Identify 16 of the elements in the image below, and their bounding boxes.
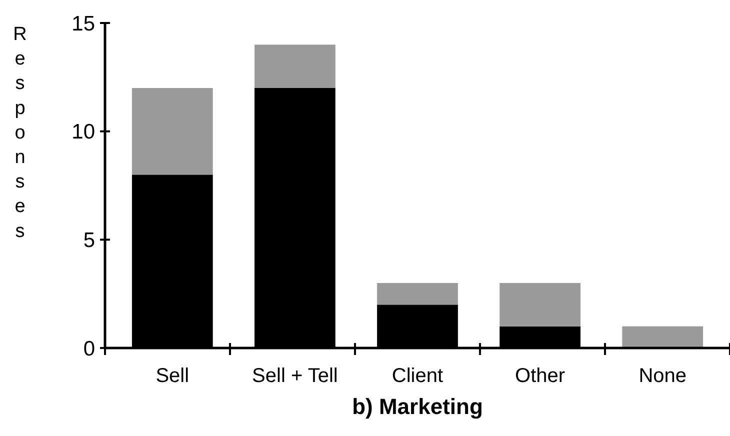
x-tick-label: Client: [392, 365, 444, 387]
y-tick-label: 5: [83, 229, 95, 252]
x-tick-label: Sell + Tell: [252, 365, 338, 387]
y-tick-label: 15: [72, 12, 95, 36]
bar: [377, 283, 458, 305]
y-tick-label: 10: [72, 120, 95, 144]
text: Responses: [13, 24, 27, 242]
y-tick-label: 0: [83, 337, 95, 360]
x-tick-label: None: [638, 365, 687, 387]
bar: [500, 283, 580, 326]
text: b) Marketing: [352, 394, 483, 419]
x-tick-label: Sell: [156, 365, 190, 387]
bar: [622, 326, 704, 348]
bar: [254, 44, 336, 88]
x-tick-label: Other: [515, 365, 566, 387]
bar: [132, 88, 213, 175]
